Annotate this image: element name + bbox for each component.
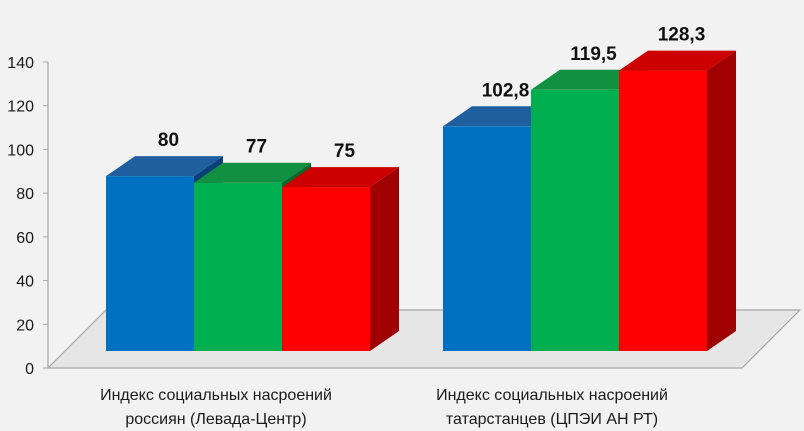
- data-label: 102,8: [482, 80, 530, 101]
- bar-front-face: [282, 187, 370, 351]
- data-label: 128,3: [658, 25, 706, 46]
- bar: 75: [282, 141, 399, 351]
- bar-front-face: [194, 182, 282, 351]
- y-tick-label: 120: [7, 99, 34, 116]
- bar-side-face: [370, 167, 399, 351]
- x-category-label: Индекс социальных насроений: [436, 387, 668, 404]
- y-tick-label: 60: [16, 230, 34, 247]
- bar-front-face: [106, 176, 194, 351]
- bar-front-face: [531, 89, 619, 352]
- y-tick-label: 40: [16, 274, 34, 291]
- bar-top-face: [106, 156, 223, 177]
- bar-series-group: 80 77 75 102,8 119,5 128,3: [106, 25, 736, 352]
- y-tick-label: 80: [16, 186, 34, 203]
- bar-group: 102,8 119,5 128,3: [443, 25, 736, 352]
- bar-front-face: [443, 126, 531, 352]
- x-category-label: россиян (Левада-Центр): [125, 411, 306, 428]
- data-label: 119,5: [570, 44, 617, 65]
- y-axis: 0 20 40 60 80 100 120 140: [7, 55, 49, 378]
- bar: 128,3: [619, 25, 736, 352]
- bar-group: 80 77 75: [106, 130, 399, 351]
- data-label: 75: [334, 141, 356, 162]
- data-label: 80: [158, 130, 179, 151]
- bar-top-face: [282, 167, 399, 188]
- x-category-label: татарстанцев (ЦПЭИ АН РТ): [446, 411, 658, 428]
- bar-top-face: [531, 69, 648, 90]
- bar-side-face: [707, 50, 736, 352]
- bar-top-face: [443, 106, 560, 127]
- bar-top-face: [619, 50, 736, 71]
- y-tick-label: 100: [7, 142, 34, 159]
- bar-top-face: [194, 162, 311, 183]
- x-category-label: Индекс социальных насроений: [100, 387, 332, 404]
- bar-front-face: [619, 70, 707, 351]
- y-tick-label: 140: [7, 55, 34, 72]
- data-label: 77: [246, 137, 267, 158]
- category-labels: Индекс социальных насроений россиян (Лева…: [100, 387, 668, 428]
- y-tick-label: 0: [25, 361, 34, 378]
- y-tick-label: 20: [16, 317, 34, 334]
